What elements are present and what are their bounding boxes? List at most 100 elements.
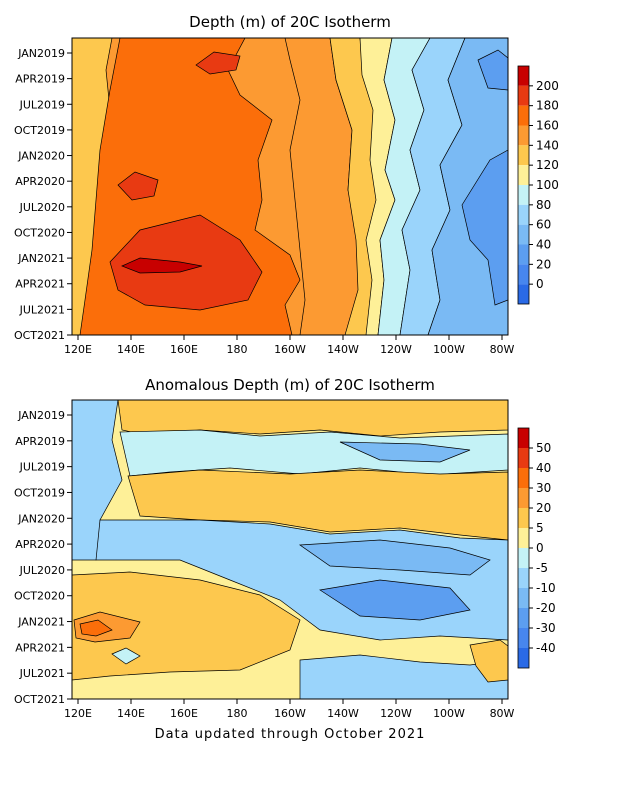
colorbar-swatch [518,165,529,185]
y-tick-label: APR2019 [15,73,65,86]
colorbar-label: 50 [536,441,551,455]
band-anom-neg-2020b [298,539,491,576]
colorbar-label: -30 [536,621,556,635]
colorbar-label: 100 [536,178,559,192]
colorbar-label: 40 [536,238,551,252]
colorbar-swatch [518,588,529,608]
colorbar-swatch [518,468,529,488]
colorbar-swatch [518,508,529,528]
colorbar-swatch [518,85,529,106]
y-tick-label: JAN2021 [17,616,65,629]
footer-note: Data updated through October 2021 [155,727,426,742]
band-anom-pos-2021c [79,619,113,637]
x-tick-label: 120E [64,707,92,720]
panel-anomaly: Anomalous Depth (m) of 20C Isotherm 120E… [14,376,556,720]
y-tick-label: APR2020 [15,538,65,551]
chart-title-depth: Depth (m) of 20C Isotherm [189,13,391,31]
x-tick-label: 180 [227,343,248,356]
y-tick-label: JUL2020 [19,201,65,214]
band-depth-180b [117,171,159,201]
band-depth-180c [195,51,241,75]
colorbar-label: -40 [536,641,556,655]
colorbar-swatch [518,448,529,468]
band-depth-180 [109,214,263,311]
colorbar-swatch [518,125,529,146]
colorbar-label: 20 [536,257,551,271]
colorbar-swatch [518,428,529,448]
colorbar-swatch [518,528,529,548]
y-tick-label: OCT2021 [14,693,65,706]
y-tick-label: JUL2020 [19,564,65,577]
y-tick-label: OCT2021 [14,329,65,342]
band-anom-neg-2020c [319,579,471,621]
x-tick-label: 120E [64,343,92,356]
y-tick-label: JAN2020 [17,150,65,163]
colorbar-swatch [518,145,529,166]
colorbar-swatch [518,204,529,225]
x-tick-label: 80W [490,707,515,720]
colorbar-label: 0 [536,541,544,555]
y-tick-label: JUL2019 [19,98,65,111]
anomaly-field [72,400,508,699]
x-tick-label: 100W [433,707,465,720]
colorbar-swatch [518,244,529,265]
x-tick-label: 160W [274,707,306,720]
x-tick-label: 180 [227,707,248,720]
colorbar-swatch [518,548,529,568]
x-tick-label: 140E [117,707,145,720]
band-depth-20b [461,149,508,306]
y-tick-label: JAN2019 [17,47,65,60]
colorbar-swatch [518,264,529,285]
colorbar-label: 160 [536,119,559,133]
colorbar-label: 180 [536,99,559,113]
chart-title-anomaly: Anomalous Depth (m) of 20C Isotherm [145,376,435,394]
y-tick-label: APR2019 [15,435,65,448]
colorbar-swatch [518,224,529,245]
colorbar-swatch [518,488,529,508]
x-tick-label: 160W [274,343,306,356]
colorbar-label: -5 [536,561,548,575]
colorbar-swatch [518,568,529,588]
x-tick-label: 140W [327,343,359,356]
axis-ticks-depth: 120E 140E 160E 180 160W 140W 120W 100W 80W JAN201… [14,47,515,356]
colorbar-swatch [518,608,529,628]
colorbar-swatch [518,185,529,205]
colorbar-swatch [518,66,529,86]
y-tick-label: OCT2020 [14,590,65,603]
colorbar-label: -10 [536,581,556,595]
axis-ticks-anomaly: 120E 140E 160E 180 160W 140W 120W 100W 80W JAN201… [14,409,515,720]
colorbar-swatch [518,648,529,668]
x-tick-label: 100W [433,343,465,356]
y-tick-label: OCT2020 [14,226,65,239]
band-anom-neg-small [111,647,141,665]
x-tick-label: 140W [327,707,359,720]
colorbar-label: 20 [536,501,551,515]
x-tick-label: 80W [490,343,515,356]
band-depth-20 [477,49,508,91]
colorbar-label: 120 [536,158,559,172]
colorbar-label: 40 [536,461,551,475]
y-tick-label: JAN2021 [17,252,65,265]
x-tick-label: 140E [117,343,145,356]
y-tick-label: APR2020 [15,175,65,188]
y-tick-label: APR2021 [15,641,65,654]
colorbar-label: 80 [536,198,551,212]
x-tick-label: 120W [380,707,412,720]
colorbar-swatch [518,628,529,648]
band-anom-neg-2019b [339,441,471,463]
colorbar-label: 140 [536,138,559,152]
y-tick-label: JAN2019 [17,409,65,422]
x-tick-label: 160E [170,343,198,356]
depth-field [72,38,508,335]
band-depth-200 [121,257,203,274]
y-tick-label: OCT2019 [14,124,65,137]
colorbar-label: 0 [536,277,544,291]
y-tick-label: APR2021 [15,278,65,291]
y-tick-label: JUL2021 [19,667,65,680]
y-tick-label: JUL2021 [19,303,65,316]
colorbar-label: 60 [536,218,551,232]
colorbar-label: -20 [536,601,556,615]
